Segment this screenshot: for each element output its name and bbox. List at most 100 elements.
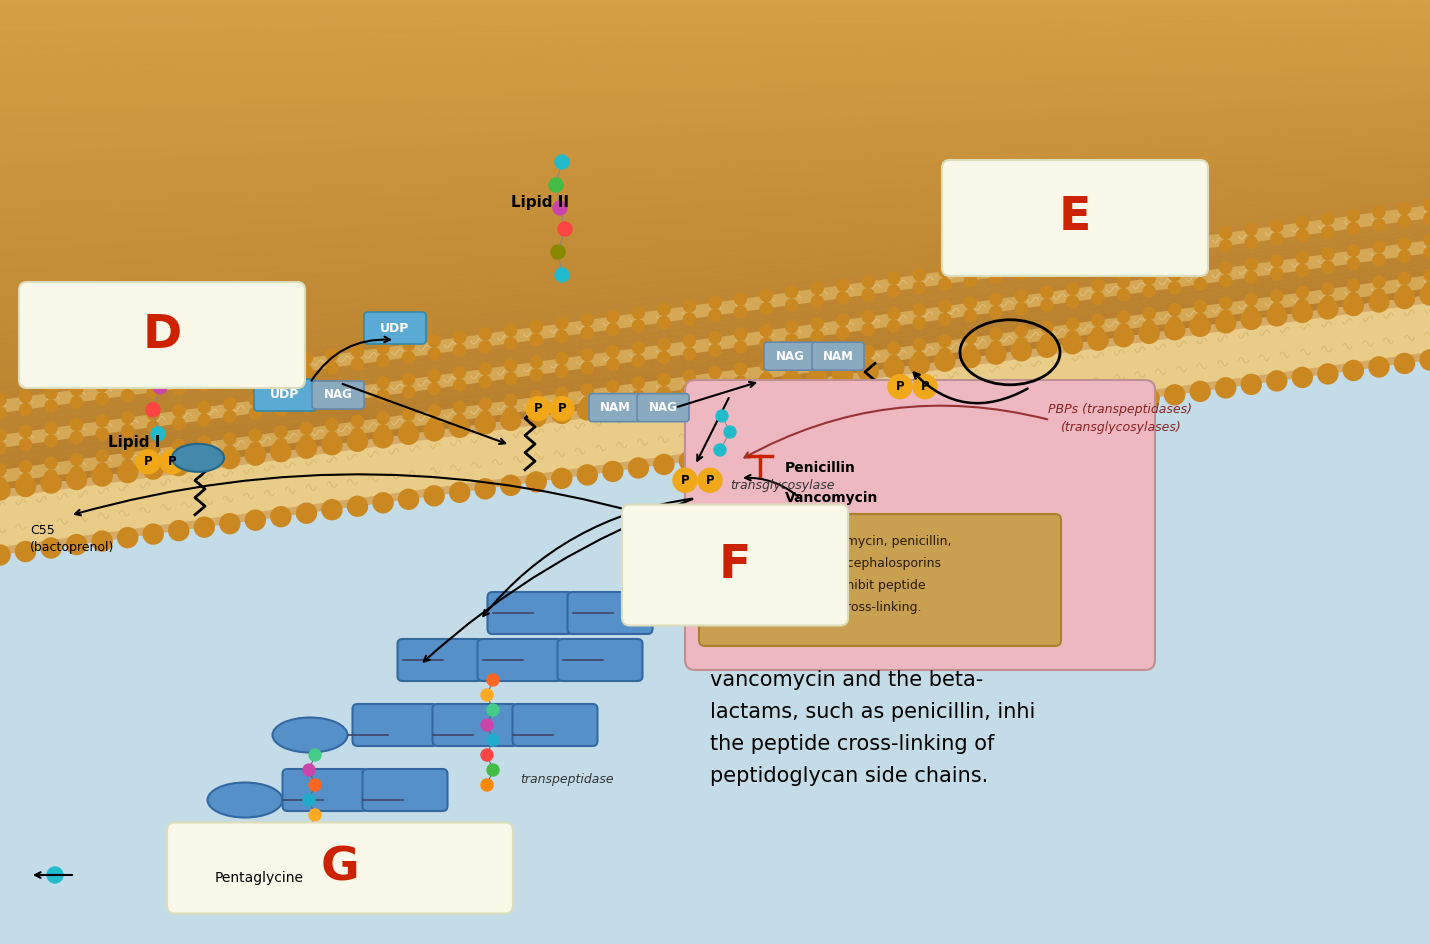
Circle shape xyxy=(428,347,440,360)
Circle shape xyxy=(0,429,6,441)
Circle shape xyxy=(173,440,184,451)
Polygon shape xyxy=(0,0,1430,490)
Circle shape xyxy=(556,330,568,343)
Circle shape xyxy=(632,320,645,332)
Circle shape xyxy=(0,477,6,489)
Circle shape xyxy=(1041,286,1052,298)
Polygon shape xyxy=(0,159,1430,269)
Circle shape xyxy=(862,359,874,371)
Circle shape xyxy=(352,429,363,440)
Polygon shape xyxy=(0,11,1430,25)
FancyBboxPatch shape xyxy=(942,160,1208,276)
Circle shape xyxy=(20,426,31,437)
Circle shape xyxy=(449,482,469,502)
Circle shape xyxy=(309,839,320,851)
Circle shape xyxy=(70,418,83,430)
Circle shape xyxy=(985,345,1005,364)
Circle shape xyxy=(1190,316,1210,336)
Circle shape xyxy=(300,352,312,364)
Circle shape xyxy=(16,477,36,497)
Circle shape xyxy=(194,517,214,537)
FancyBboxPatch shape xyxy=(167,822,513,914)
Circle shape xyxy=(505,408,516,419)
Circle shape xyxy=(862,276,874,288)
Circle shape xyxy=(1343,361,1363,380)
Circle shape xyxy=(1114,327,1134,346)
Polygon shape xyxy=(0,126,1430,214)
Circle shape xyxy=(249,442,262,454)
Circle shape xyxy=(1424,269,1430,281)
Circle shape xyxy=(940,300,951,312)
Circle shape xyxy=(1246,271,1257,283)
Circle shape xyxy=(705,447,725,467)
Polygon shape xyxy=(0,118,1430,202)
Circle shape xyxy=(935,416,955,436)
Circle shape xyxy=(684,348,695,360)
Text: and cephalosporins: and cephalosporins xyxy=(819,558,941,570)
Circle shape xyxy=(322,435,342,455)
Circle shape xyxy=(679,386,699,406)
Circle shape xyxy=(553,201,568,215)
Circle shape xyxy=(628,458,648,478)
Circle shape xyxy=(352,380,363,393)
Circle shape xyxy=(1194,278,1205,291)
Circle shape xyxy=(990,341,1002,353)
Circle shape xyxy=(761,325,772,336)
Circle shape xyxy=(1143,272,1155,284)
Circle shape xyxy=(888,355,899,367)
Circle shape xyxy=(837,292,848,304)
Circle shape xyxy=(1373,219,1384,231)
Circle shape xyxy=(628,393,648,413)
Circle shape xyxy=(322,499,342,520)
Circle shape xyxy=(399,489,419,509)
Polygon shape xyxy=(0,93,1430,160)
Circle shape xyxy=(347,497,368,516)
Circle shape xyxy=(479,328,490,340)
Circle shape xyxy=(326,431,337,444)
Circle shape xyxy=(684,383,695,395)
Circle shape xyxy=(309,809,320,821)
Circle shape xyxy=(378,355,389,367)
Circle shape xyxy=(1190,381,1210,401)
Polygon shape xyxy=(0,29,1430,55)
Circle shape xyxy=(1194,265,1205,278)
Circle shape xyxy=(684,313,695,325)
Circle shape xyxy=(347,431,368,451)
Circle shape xyxy=(1041,264,1052,277)
Polygon shape xyxy=(0,155,1430,263)
Circle shape xyxy=(352,394,363,405)
Polygon shape xyxy=(0,258,1430,435)
Circle shape xyxy=(1093,293,1104,304)
Circle shape xyxy=(303,854,315,866)
Circle shape xyxy=(582,327,593,339)
Polygon shape xyxy=(0,33,1430,61)
Circle shape xyxy=(1011,406,1031,426)
Circle shape xyxy=(1297,251,1308,263)
Circle shape xyxy=(1267,371,1287,391)
Polygon shape xyxy=(0,275,1430,483)
Circle shape xyxy=(153,379,167,394)
Circle shape xyxy=(1373,206,1384,218)
Circle shape xyxy=(147,456,159,468)
Circle shape xyxy=(912,375,937,398)
Circle shape xyxy=(275,391,287,403)
Circle shape xyxy=(1318,299,1338,319)
Circle shape xyxy=(378,377,389,389)
Circle shape xyxy=(300,387,312,399)
Circle shape xyxy=(1067,261,1078,273)
Circle shape xyxy=(582,396,593,409)
Circle shape xyxy=(684,335,695,347)
Text: P: P xyxy=(895,380,904,393)
Circle shape xyxy=(194,452,214,472)
FancyBboxPatch shape xyxy=(312,381,365,409)
Polygon shape xyxy=(0,162,1430,276)
Circle shape xyxy=(888,375,912,398)
Circle shape xyxy=(378,390,389,402)
Text: Lipid I: Lipid I xyxy=(109,435,160,450)
FancyBboxPatch shape xyxy=(19,282,305,388)
Text: vancomycin and the beta-: vancomycin and the beta- xyxy=(711,670,984,690)
Polygon shape xyxy=(0,25,1430,49)
Circle shape xyxy=(70,383,83,396)
Polygon shape xyxy=(0,59,1430,104)
Polygon shape xyxy=(0,221,1430,374)
